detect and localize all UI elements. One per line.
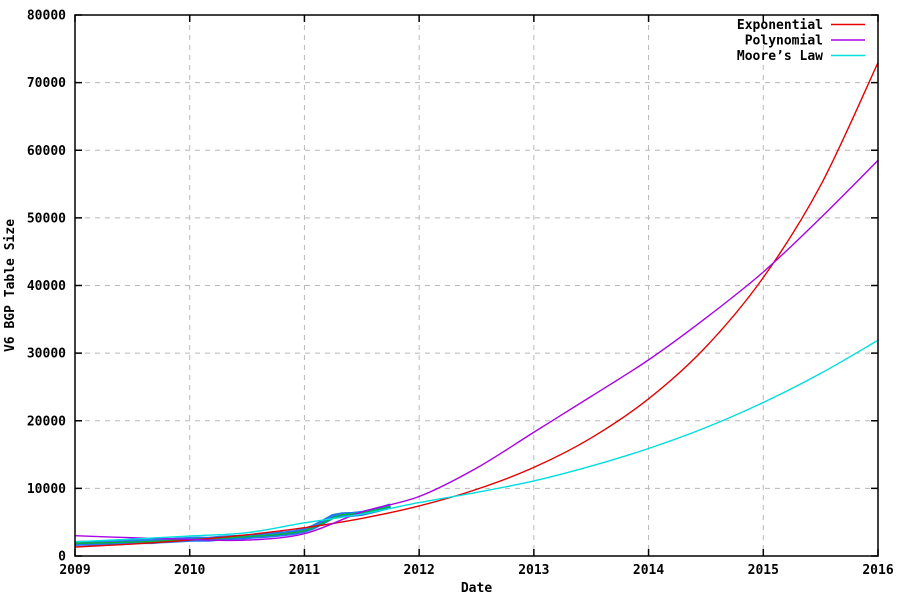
series-polynomial [74,159,879,542]
x-tick-label: 2009 [59,563,90,578]
legend-item-exponential: Exponential [737,18,865,33]
y-tick-label: 50000 [27,211,66,226]
y-tick-label: 70000 [27,76,66,91]
tick-marks [74,14,879,557]
y-tick-label: 0 [58,550,66,565]
y-tick-label: 10000 [27,482,66,497]
y-tick-label: 80000 [27,9,66,24]
legend-label: Moore’s Law [737,49,823,64]
x-axis-label: Date [461,581,492,596]
x-tick-label: 2016 [862,563,893,578]
legend-item-moores_law: Moore’s Law [737,49,865,64]
x-tick-label: 2012 [403,563,434,578]
x-tick-label: 2013 [518,563,549,578]
y-tick-label: 60000 [27,144,66,159]
series-exponential [74,62,879,548]
grid-lines [75,15,878,556]
legend-label: Exponential [737,18,823,33]
x-tick-label: 2015 [748,563,779,578]
x-tick-label: 2014 [633,563,664,578]
series-moores_law [74,339,879,543]
legend-label: Polynomial [745,34,823,49]
x-tick-label: 2010 [174,563,205,578]
x-tick-label: 2011 [289,563,320,578]
y-axis-label: V6 BGP Table Size [3,219,18,352]
y-tick-label: 30000 [27,347,66,362]
y-tick-label: 20000 [27,414,66,429]
y-tick-label: 40000 [27,279,66,294]
legend-item-polynomial: Polynomial [745,34,865,49]
